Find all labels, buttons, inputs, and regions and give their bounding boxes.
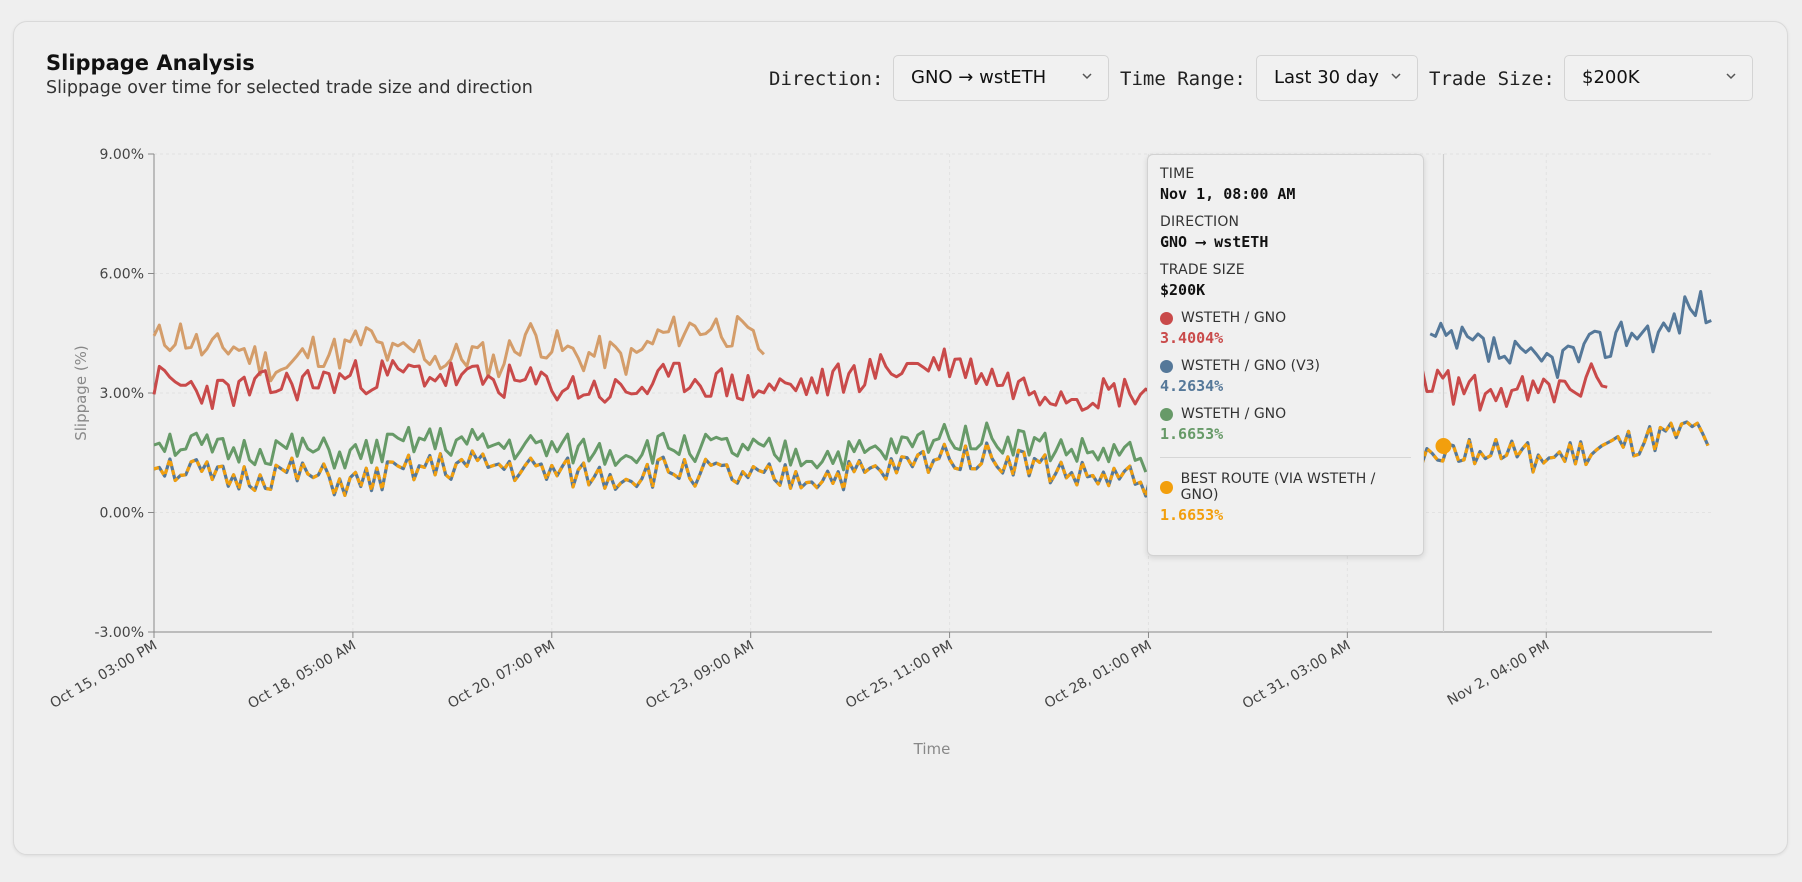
tooltip-series-3: WSTETH / GNO bbox=[1160, 406, 1411, 422]
tooltip-divider bbox=[1160, 457, 1411, 458]
direction-select-value: GNO → wstETH bbox=[911, 67, 1047, 88]
tooltip-series-name: WSTETH / GNO bbox=[1181, 310, 1287, 326]
time-range-select-value: Last 30 day bbox=[1274, 67, 1379, 88]
trade-size-select-value: $200K bbox=[1582, 67, 1640, 88]
direction-label: Direction: bbox=[769, 68, 884, 90]
y-tick-label: 6.00% bbox=[100, 267, 144, 283]
chevron-down-icon bbox=[1726, 73, 1736, 80]
trade-size-label: Trade Size: bbox=[1429, 68, 1555, 90]
series-line bbox=[1429, 290, 1712, 379]
x-tick-label: Oct 23, 09:00 AM bbox=[643, 638, 757, 713]
tooltip-series-1: WSTETH / GNO bbox=[1160, 310, 1411, 326]
tooltip-series-name: WSTETH / GNO bbox=[1181, 406, 1287, 422]
series-dot-icon bbox=[1160, 480, 1173, 494]
page-title: Slippage Analysis bbox=[46, 51, 255, 75]
tooltip-series-value: 3.4004% bbox=[1160, 329, 1224, 347]
x-tick-label: Oct 15, 03:00 PM bbox=[47, 638, 160, 712]
tooltip-direction-value: GNO ⟶ wstETH bbox=[1160, 233, 1269, 251]
tooltip-series-value: 4.2634% bbox=[1160, 377, 1224, 395]
tooltip-series-value: 1.6653% bbox=[1160, 425, 1224, 443]
tooltip-best-route: BEST ROUTE (VIA WSTETH / GNO) bbox=[1160, 471, 1411, 503]
time-range-label: Time Range: bbox=[1120, 68, 1246, 90]
series-line bbox=[152, 315, 765, 383]
time-range-select[interactable]: Last 30 day bbox=[1256, 55, 1418, 101]
tooltip-series-name: WSTETH / GNO (V3) bbox=[1181, 358, 1321, 374]
y-axis-title: Slippage (%) bbox=[72, 345, 90, 441]
x-tick-label: Nov 2, 04:00 PM bbox=[1445, 638, 1553, 709]
tooltip-time-value: Nov 1, 08:00 AM bbox=[1160, 185, 1296, 203]
y-tick-label: 9.00% bbox=[100, 147, 144, 163]
chart-tooltip: TIME Nov 1, 08:00 AM DIRECTION GNO ⟶ wst… bbox=[1147, 154, 1424, 556]
series-dot-icon bbox=[1160, 407, 1173, 421]
x-tick-label: Oct 25, 11:00 PM bbox=[843, 638, 956, 712]
series-dot-icon bbox=[1160, 311, 1173, 325]
y-tick-label: -3.00% bbox=[94, 625, 144, 641]
tooltip-series-2: WSTETH / GNO (V3) bbox=[1160, 358, 1411, 374]
x-tick-label: Oct 31, 03:00 AM bbox=[1240, 638, 1354, 713]
x-tick-label: Oct 28, 01:00 PM bbox=[1042, 638, 1155, 712]
trade-size-select[interactable]: $200K bbox=[1564, 55, 1753, 101]
tooltip-time-label: TIME bbox=[1160, 166, 1195, 182]
chevron-down-icon bbox=[1082, 73, 1092, 80]
x-tick-label: Oct 20, 07:00 PM bbox=[445, 638, 558, 712]
chart-series bbox=[152, 290, 1712, 498]
tooltip-direction-label: DIRECTION bbox=[1160, 214, 1240, 230]
tooltip-best-value: 1.6653% bbox=[1160, 506, 1224, 524]
chevron-down-icon bbox=[1391, 73, 1401, 80]
series-dot-icon bbox=[1160, 359, 1173, 373]
direction-select[interactable]: GNO → wstETH bbox=[893, 55, 1109, 101]
tooltip-trade-size-value: $200K bbox=[1160, 281, 1206, 299]
tooltip-trade-size-label: TRADE SIZE bbox=[1160, 262, 1245, 278]
x-tick-label: Oct 18, 05:00 AM bbox=[245, 638, 359, 713]
y-tick-label: 3.00% bbox=[100, 386, 144, 402]
page-subtitle: Slippage over time for selected trade si… bbox=[46, 78, 533, 98]
x-axis-title: Time bbox=[913, 740, 951, 758]
y-tick-label: 0.00% bbox=[100, 506, 144, 522]
series-line bbox=[153, 421, 1148, 473]
tooltip-best-name: BEST ROUTE (VIA WSTETH / GNO) bbox=[1180, 471, 1376, 503]
hover-point-marker bbox=[1435, 437, 1452, 454]
